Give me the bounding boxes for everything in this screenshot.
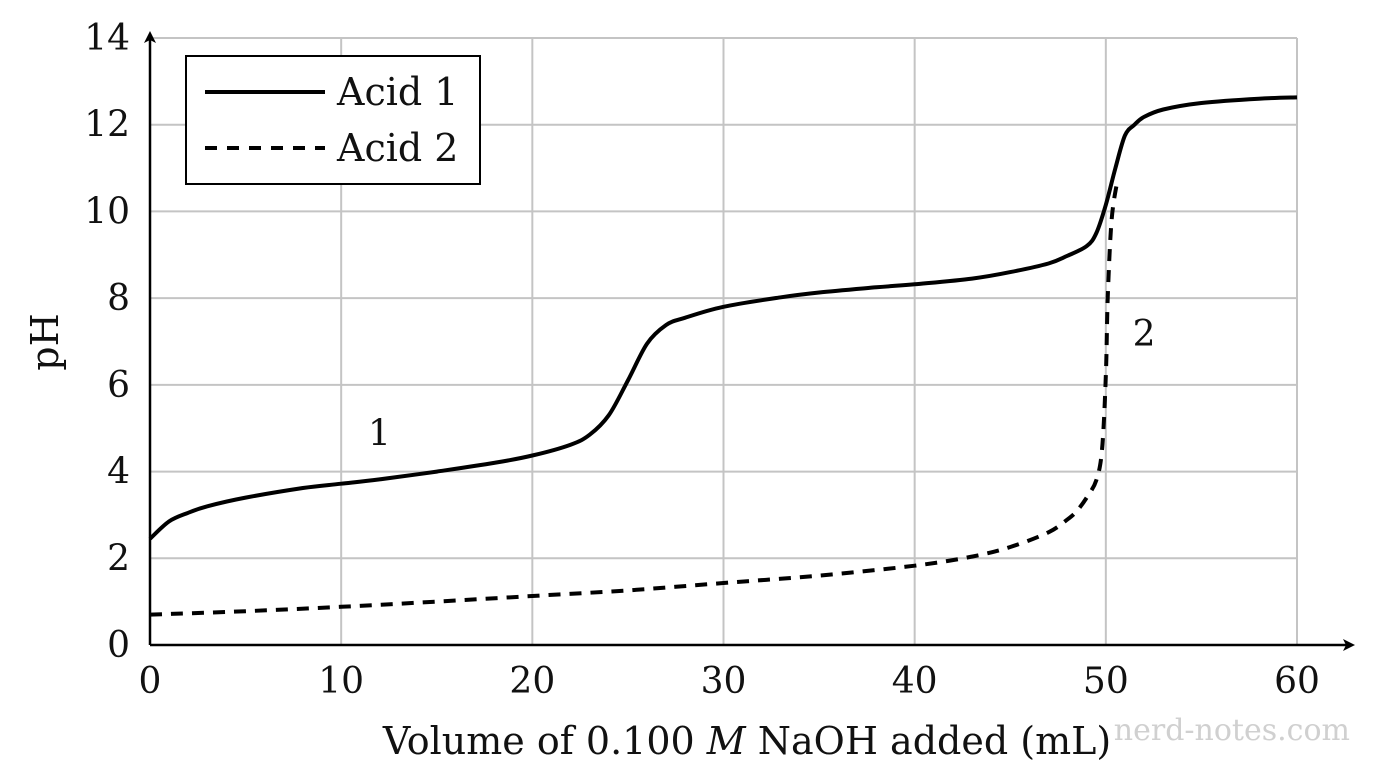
y-tick-label-4: 4 — [107, 452, 130, 493]
curve-label-1: 1 — [368, 414, 391, 455]
x-axis-title-italic: M — [706, 719, 747, 763]
x-tick-label-60: 60 — [1274, 661, 1320, 702]
curve-label-2: 2 — [1133, 314, 1156, 355]
legend-box — [185, 55, 481, 185]
x-tick-label-30: 30 — [701, 661, 747, 702]
legend-label-acid-1: Acid 1 — [336, 70, 458, 114]
x-tick-label-50: 50 — [1083, 661, 1129, 702]
x-axis-title-suffix: NaOH added (mL) — [746, 719, 1111, 763]
y-tick-label-8: 8 — [107, 278, 130, 319]
series-line-acid-2 — [149, 180, 1120, 617]
x-tick-label-40: 40 — [892, 661, 938, 702]
legend: Acid 1 Acid 2 — [185, 55, 481, 185]
y-tick-label-0: 0 — [107, 625, 130, 666]
series-line-acid-1 — [148, 95, 1298, 541]
y-tick-labels: 0 2 4 6 8 10 12 14 — [84, 18, 130, 666]
curve-annotations: 12 — [368, 314, 1156, 455]
x-tick-label-10: 10 — [318, 661, 364, 702]
y-tick-label-2: 2 — [107, 538, 130, 579]
y-tick-label-6: 6 — [107, 365, 130, 406]
x-tick-labels: 0 10 20 30 40 50 60 — [139, 661, 1320, 702]
legend-label-acid-2: Acid 2 — [336, 126, 458, 170]
x-axis-title: Volume of 0.100 M NaOH added (mL) — [382, 719, 1111, 763]
x-tick-label-20: 20 — [509, 661, 555, 702]
watermark-text: nerd-notes.com — [1114, 713, 1350, 748]
x-tick-label-0: 0 — [139, 661, 162, 702]
x-axis-title-prefix: Volume of 0.100 — [382, 719, 707, 763]
y-tick-label-10: 10 — [84, 191, 130, 232]
y-axis-title: pH — [23, 313, 67, 370]
series-layer — [148, 95, 1298, 617]
y-tick-label-12: 12 — [84, 105, 130, 146]
y-tick-label-14: 14 — [84, 18, 130, 59]
